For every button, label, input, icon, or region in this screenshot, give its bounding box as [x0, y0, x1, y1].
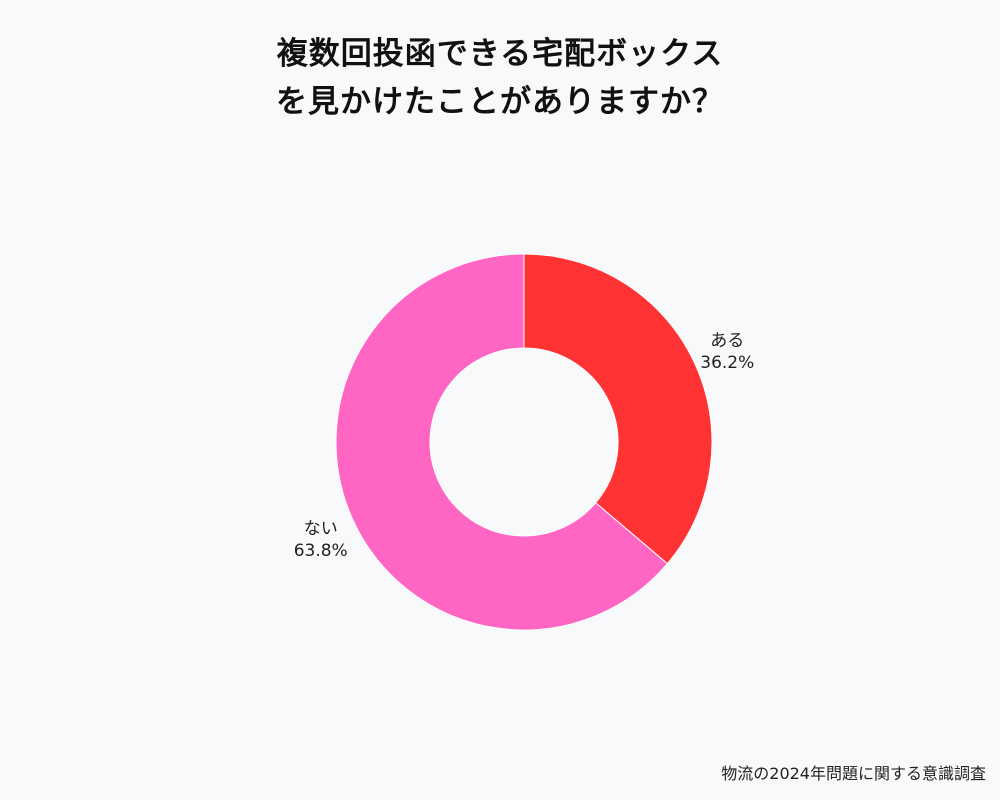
slice-category-label-2: ない — [304, 519, 338, 539]
slice-1 — [523, 253, 713, 565]
slice-value-label-1: 36.2% — [700, 353, 754, 373]
slice-2 — [335, 253, 669, 631]
chart-title-line1: 複数回投函できる宅配ボックス — [276, 36, 724, 72]
source-footer: 物流の2024年問題に関する意識調査 — [721, 764, 986, 783]
chart-title: 複数回投函できる宅配ボックス を見かけたことがありますか？ — [0, 30, 1000, 126]
slice-value-label-2: 63.8% — [294, 541, 348, 561]
chart-title-line2: を見かけたことがありますか？ — [276, 84, 724, 120]
slice-category-label-1: ある — [710, 331, 744, 351]
